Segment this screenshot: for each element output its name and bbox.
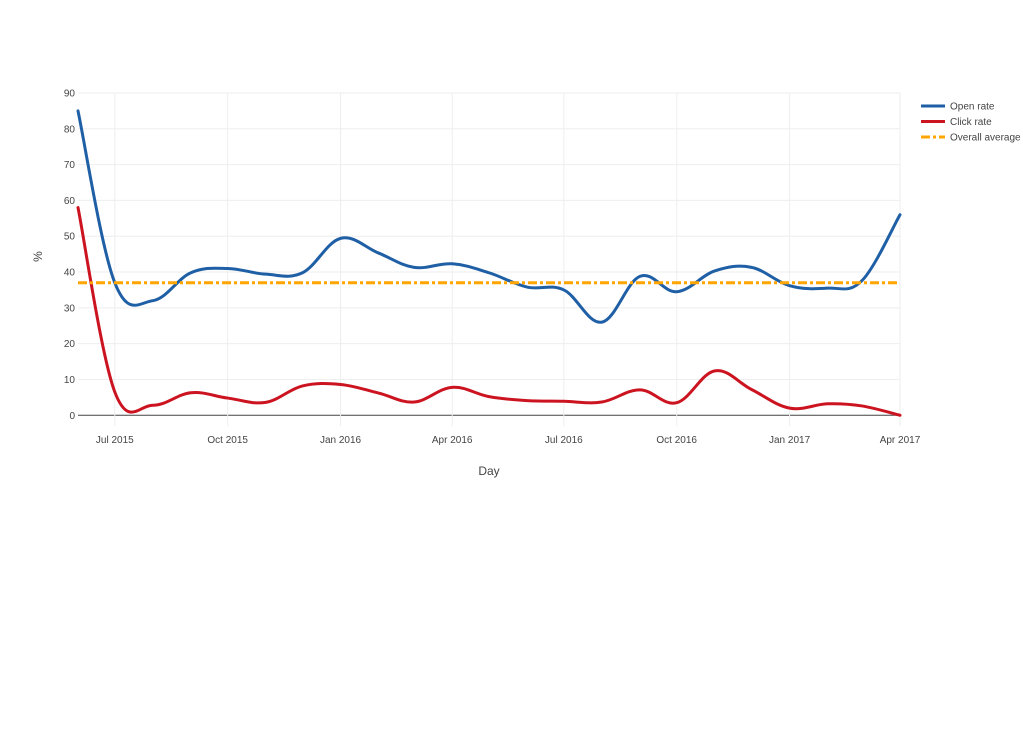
legend-label: Open rate (950, 102, 995, 113)
y-tick-label: 40 (64, 268, 76, 279)
open-rate-line (76, 109, 902, 324)
y-tick-label: 80 (64, 124, 76, 135)
y-axis-title: % (31, 251, 45, 262)
gridlines (78, 92, 901, 426)
legend[interactable]: Open rate Click rate Overall average (921, 102, 1021, 144)
y-tick-label: 20 (64, 339, 76, 350)
series-lines (76, 109, 902, 417)
x-tick-label: Jan 2016 (320, 435, 362, 446)
y-tick-label: 60 (64, 196, 76, 207)
x-tick-label: Jul 2016 (545, 435, 583, 446)
x-tick-label: Apr 2017 (880, 435, 921, 446)
x-tick-label: Jan 2017 (769, 435, 811, 446)
x-tick-label: Apr 2016 (432, 435, 473, 446)
legend-label: Click rate (950, 117, 992, 128)
y-tick-label: 90 (64, 89, 76, 100)
x-tick-label: Oct 2016 (656, 435, 697, 446)
legend-item-open-rate[interactable]: Open rate (921, 102, 995, 113)
y-tick-label: 30 (64, 303, 76, 314)
y-tick-label: 0 (69, 411, 75, 422)
legend-item-click-rate[interactable]: Click rate (921, 117, 992, 128)
x-tick-label: Jul 2015 (96, 435, 134, 446)
legend-item-overall-average[interactable]: Overall average (921, 133, 1021, 144)
x-tick-label: Oct 2015 (207, 435, 248, 446)
x-axis-title: Day (478, 464, 499, 478)
y-axis: 0 10 20 30 40 50 60 70 80 90 (64, 89, 76, 422)
x-axis: Jul 2015 Oct 2015 Jan 2016 Apr 2016 Jul 2016… (96, 435, 921, 446)
click-rate-line (76, 206, 902, 417)
y-tick-label: 10 (64, 375, 76, 386)
legend-label: Overall average (950, 133, 1021, 144)
y-tick-label: 50 (64, 232, 76, 243)
y-tick-label: 70 (64, 160, 76, 171)
